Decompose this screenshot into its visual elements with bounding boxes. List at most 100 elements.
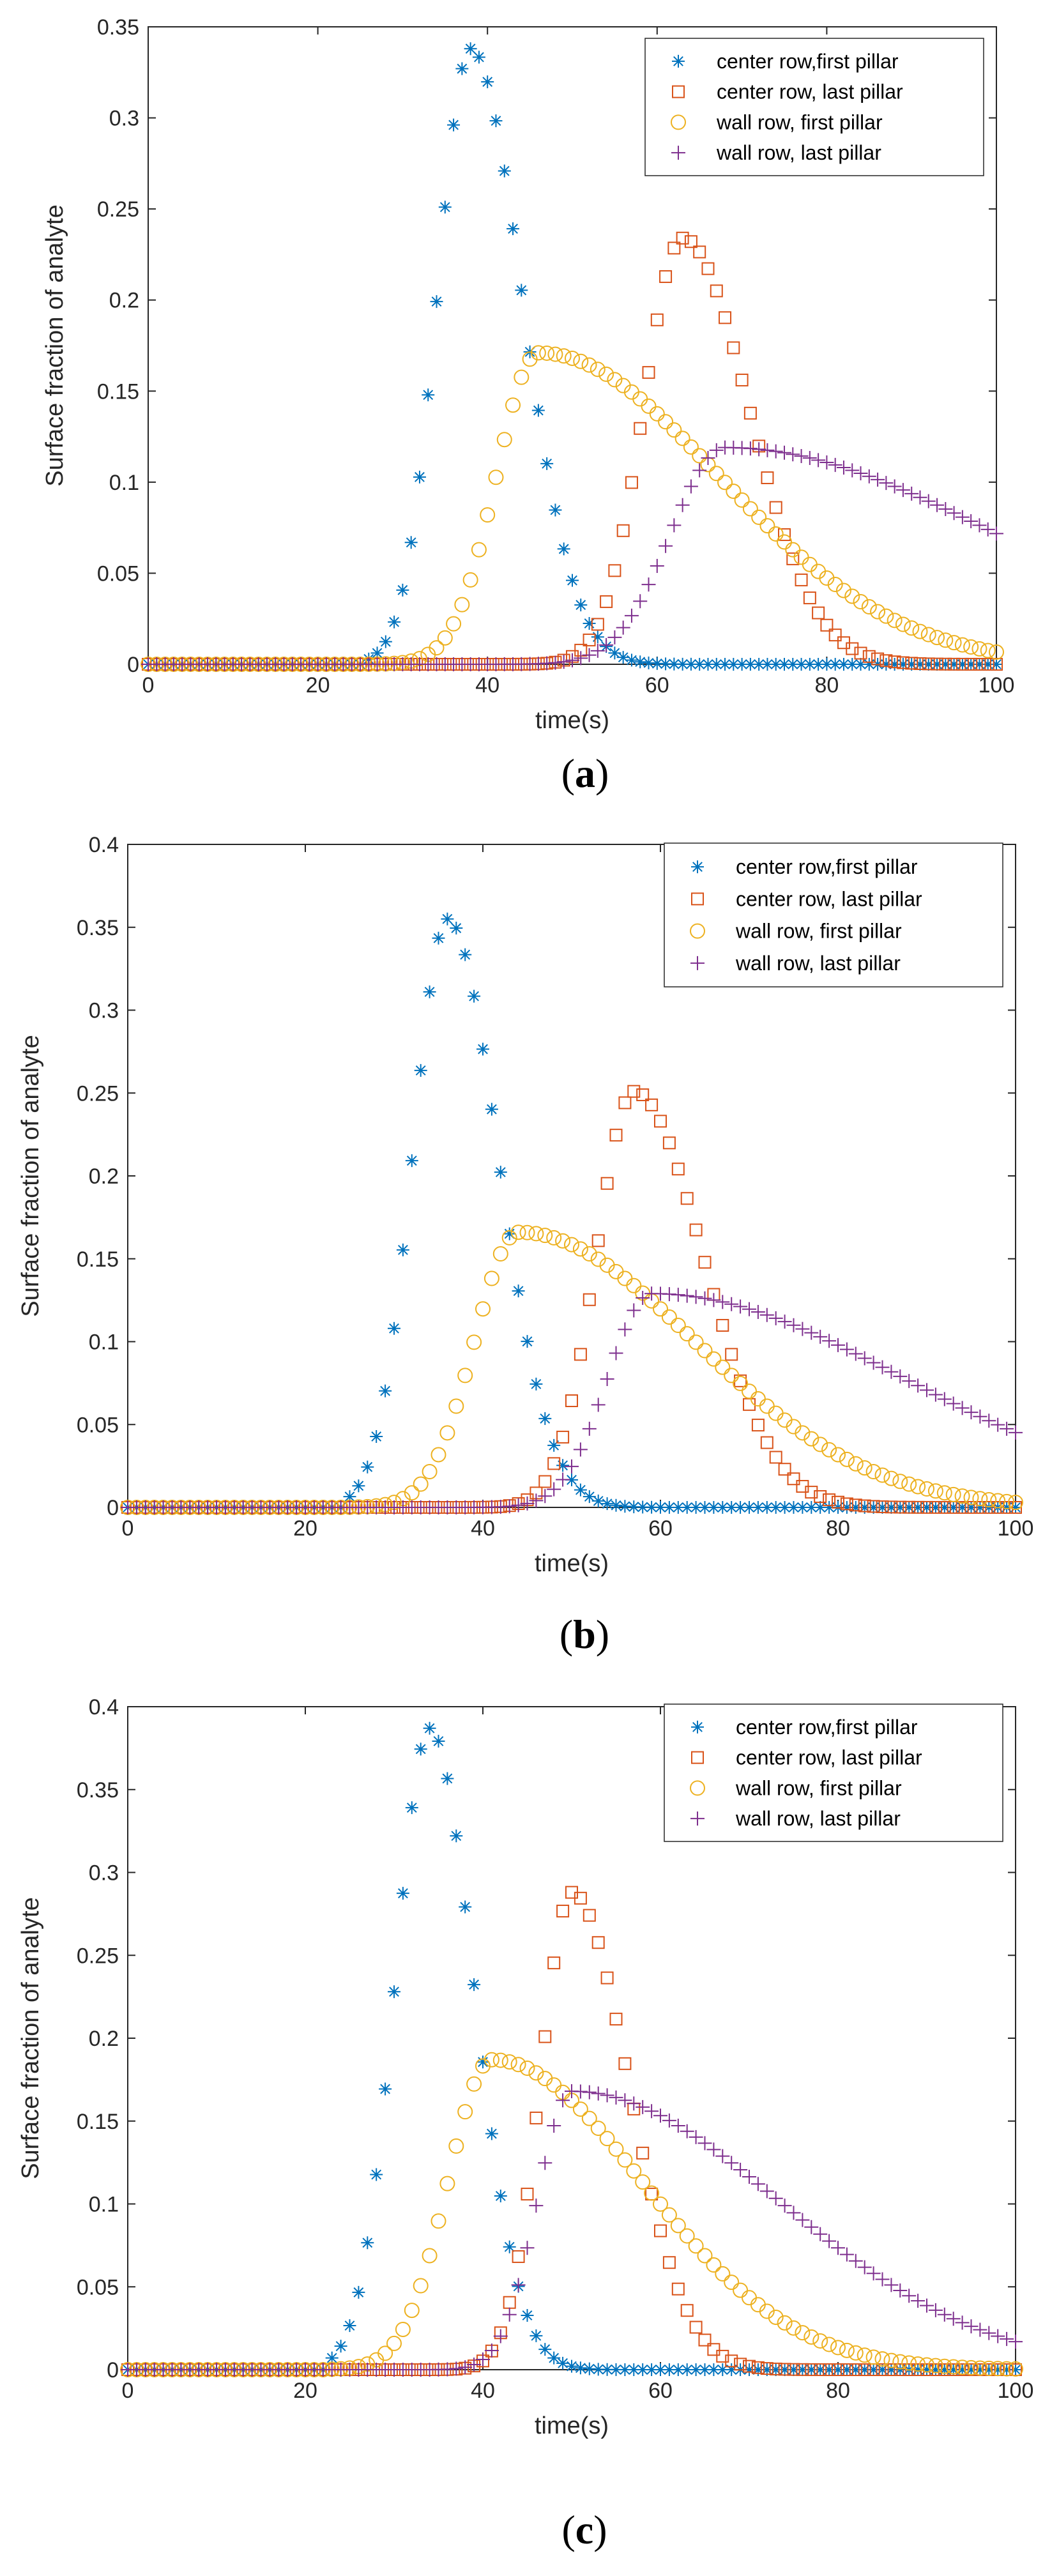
data-point-asterisk xyxy=(716,2363,729,2376)
panel-a: 0 20 40 60 80 100 0 0.05 0.1 0.15 0.2 0.25 0.3 0.35 ti… xyxy=(0,0,1059,818)
data-point-plus xyxy=(853,466,868,480)
data-point-plus xyxy=(904,486,919,501)
data-point-circle xyxy=(821,1442,837,1458)
data-point-circle xyxy=(724,2275,740,2290)
data-point-circle xyxy=(812,2333,828,2349)
data-point-plus xyxy=(955,2315,970,2330)
data-point-asterisk xyxy=(698,1501,712,1514)
data-point-circle xyxy=(865,1464,881,1480)
data-point-square xyxy=(814,2363,827,2376)
data-point-asterisk xyxy=(725,2363,738,2376)
data-point-circle xyxy=(572,2101,588,2117)
data-point-asterisk xyxy=(405,1154,418,1168)
data-point-plus xyxy=(683,479,698,494)
data-point-asterisk xyxy=(840,1501,853,1514)
data-point-asterisk xyxy=(636,2363,650,2376)
data-point-circle xyxy=(505,397,521,413)
panel-b: 0 20 40 60 80 100 0 0.05 0.1 0.15 0.2 0.25 0.3 0.35 0.… xyxy=(0,818,1059,1680)
data-point-circle xyxy=(439,2176,455,2191)
data-point-square xyxy=(769,1451,782,1464)
data-point-square xyxy=(538,2030,552,2043)
data-point-plus xyxy=(982,2326,996,2340)
data-point-square xyxy=(530,2111,543,2124)
data-point-square xyxy=(894,1500,907,1514)
data-point-square xyxy=(905,657,918,670)
data-point-square xyxy=(734,2358,747,2371)
x-tick-label: 0 xyxy=(122,1516,134,1541)
data-point-square xyxy=(735,373,749,386)
data-point-circle xyxy=(641,398,657,414)
data-point-square xyxy=(698,2333,712,2347)
data-point-circle xyxy=(830,1447,846,1463)
data-point-asterisk xyxy=(388,1322,400,1335)
data-point-plus xyxy=(742,1302,756,1316)
data-point-asterisk xyxy=(707,1501,720,1514)
data-point-asterisk xyxy=(973,658,986,671)
data-point-square xyxy=(913,657,927,670)
data-point-plus xyxy=(547,2119,561,2133)
data-point-asterisk xyxy=(379,2082,392,2096)
data-point-circle xyxy=(626,1277,642,1293)
data-point-plus xyxy=(928,1387,943,1402)
y-tick-label: 0.35 xyxy=(77,916,119,940)
data-point-square xyxy=(689,2321,703,2334)
x-tick-label: 40 xyxy=(471,2379,495,2403)
data-point-plus xyxy=(802,451,817,466)
data-point-plus xyxy=(828,457,842,472)
data-point-asterisk xyxy=(888,658,901,671)
data-point-asterisk xyxy=(947,1501,960,1514)
data-point-plus xyxy=(671,1288,685,1302)
data-point-circle xyxy=(471,542,487,558)
data-point-plus xyxy=(938,501,953,516)
data-point-plus xyxy=(866,2266,881,2281)
series-square xyxy=(142,231,1003,671)
x-tick-label: 40 xyxy=(475,673,499,697)
data-point-plus xyxy=(538,2156,552,2170)
data-point-square xyxy=(823,2363,836,2376)
data-point-circle xyxy=(683,439,699,455)
data-point-circle xyxy=(999,1493,1015,1509)
data-point-asterisk xyxy=(503,2240,516,2253)
data-point-circle xyxy=(617,2152,633,2168)
data-point-asterisk xyxy=(956,2363,969,2376)
data-point-asterisk xyxy=(396,1243,409,1256)
data-point-asterisk xyxy=(654,2363,667,2376)
data-point-plus xyxy=(795,1322,810,1336)
data-point-square xyxy=(964,2363,978,2376)
data-point-asterisk xyxy=(556,1459,570,1472)
legend-box xyxy=(664,842,1003,987)
data-point-circle xyxy=(492,2052,508,2068)
data-point-circle xyxy=(572,1241,588,1257)
data-point-square xyxy=(896,656,910,669)
data-point-plus xyxy=(692,463,707,478)
data-point-circle xyxy=(946,635,962,651)
data-point-plus xyxy=(839,2247,854,2262)
data-point-asterisk xyxy=(689,2363,703,2376)
data-point-square xyxy=(547,1457,561,1470)
data-point-plus xyxy=(449,2361,464,2376)
data-point-asterisk xyxy=(743,1501,756,1514)
data-point-asterisk xyxy=(464,42,477,56)
data-point-asterisk xyxy=(778,658,791,671)
data-point-asterisk xyxy=(761,658,774,671)
data-point-circle xyxy=(936,2358,952,2374)
data-point-asterisk xyxy=(805,1501,818,1514)
data-point-plus xyxy=(866,1355,881,1370)
data-point-square xyxy=(876,2363,889,2376)
data-point-asterisk xyxy=(990,658,1003,671)
data-point-plus xyxy=(964,1405,979,1420)
data-point-square xyxy=(698,1256,712,1269)
data-point-plus xyxy=(875,2272,890,2287)
data-point-square xyxy=(814,1490,827,1503)
data-point-circle xyxy=(963,1490,979,1505)
data-point-asterisk xyxy=(787,2363,800,2376)
data-point-asterisk xyxy=(574,598,588,612)
data-point-circle xyxy=(386,2335,402,2351)
data-point-square xyxy=(574,1891,587,1905)
data-point-plus xyxy=(724,1297,739,1311)
data-point-square xyxy=(565,1394,578,1408)
data-point-square xyxy=(608,564,621,577)
data-point-plus xyxy=(573,2084,588,2099)
data-point-asterisk xyxy=(583,2362,596,2375)
data-point-asterisk xyxy=(521,1335,534,1348)
